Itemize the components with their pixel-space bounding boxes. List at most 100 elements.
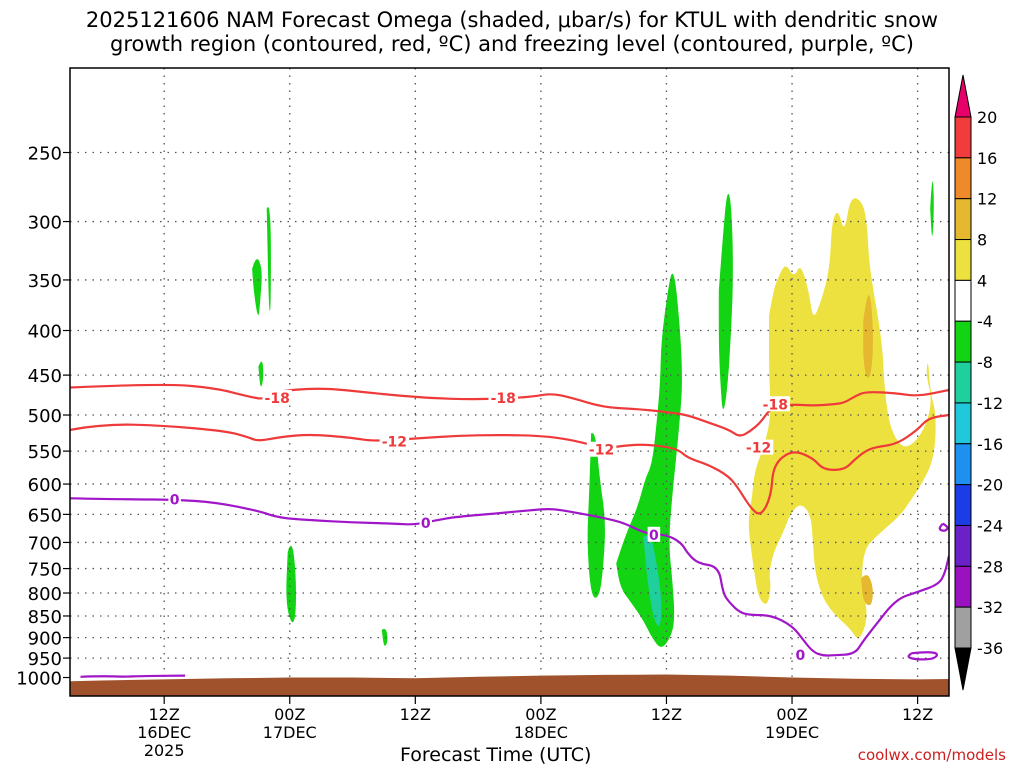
colorbar-swatch-3	[954, 239, 972, 281]
contour-label-bg-1-1	[586, 441, 617, 457]
omega-field-0-5	[587, 433, 605, 598]
omega-field-0-4	[381, 628, 388, 646]
contour-label-bg-1-0	[379, 433, 410, 449]
site-credit: coolwx.com/models	[857, 746, 1006, 764]
contour-label-2-0: 0	[170, 493, 180, 509]
contour-label-0-2: -18	[763, 397, 788, 413]
x-tick-label-0-1: 16DEC	[137, 723, 191, 742]
colorbar-swatch-4	[954, 279, 972, 322]
omega-field-3-1	[861, 575, 873, 606]
x-tick-label-0-0: 12Z	[149, 705, 180, 724]
contour-label-bg-0-1	[488, 389, 518, 405]
colorbar-swatch-0	[954, 116, 972, 159]
x-tick-label-3-1: 18DEC	[514, 723, 568, 742]
colorbar-label-8: -16	[977, 435, 1003, 454]
x-tick-label-5-1: 19DEC	[765, 723, 819, 742]
colorbar-swatch-8	[954, 443, 972, 486]
colorbar-label-6: -8	[977, 353, 993, 372]
contour-label-bg-1-2	[743, 439, 774, 455]
omega-field-0-3	[286, 545, 296, 623]
contour-line-3	[907, 651, 939, 661]
colorbar-swatch-10	[954, 524, 972, 567]
colorbar-swatch-6	[954, 361, 972, 404]
contour-label-bg-2-3	[794, 646, 807, 662]
colorbar-swatch-11	[954, 565, 972, 608]
y-tick-label-950: 950	[28, 649, 62, 670]
omega-field-0-2	[258, 361, 264, 387]
x-tick-label-1-1: 17DEC	[263, 723, 317, 742]
contour-line-4	[938, 522, 949, 532]
colorbar-label-1: 16	[977, 149, 997, 168]
x-tick-label-1-0: 00Z	[274, 705, 305, 724]
omega-field-3-0	[863, 295, 873, 378]
x-tick-label-2-0: 12Z	[400, 705, 431, 724]
contour-label-bg-2-1	[419, 515, 433, 531]
y-tick-label-900: 900	[28, 629, 62, 650]
colorbar-label-13: -36	[977, 639, 1003, 658]
colorbar-swatch-2	[954, 198, 972, 241]
contour-label-bg-0-2	[760, 396, 791, 412]
x-tick-label-5-0: 00Z	[776, 705, 807, 724]
omega-field-0-7	[718, 193, 733, 410]
contour-label-bg-2-0	[168, 491, 181, 507]
contour-label-2-2: 0	[649, 528, 659, 544]
colorbar-swatch-7	[954, 402, 972, 445]
contour-label-2-1: 0	[421, 516, 431, 532]
terrain-ground	[70, 674, 949, 696]
colorbar-label-10: -24	[977, 516, 1003, 535]
colorbar-label-4: 4	[977, 271, 987, 290]
y-tick-label-500: 500	[28, 406, 62, 427]
omega-field-0-0	[252, 259, 262, 316]
omega-field-0-1	[266, 207, 271, 312]
colorbar-label-2: 12	[977, 190, 997, 209]
plot-frame	[69, 67, 950, 697]
colorbar-label-0: 20	[977, 108, 997, 127]
chart-title-line1: 2025121606 NAM Forecast Omega (shaded, μ…	[85, 8, 939, 32]
contour-label-0-1: -18	[491, 391, 516, 407]
x-tick-label-0-2: 2025	[144, 741, 185, 760]
omega-field-0-6	[616, 273, 682, 647]
x-tick-label-6-0: 12Z	[902, 705, 933, 724]
y-tick-label-800: 800	[28, 584, 62, 605]
y-tick-label-700: 700	[28, 533, 62, 554]
contour-line-5	[80, 674, 186, 678]
contour-line-1	[70, 413, 949, 515]
chart-title-line2: growth region (contoured, red, ºC) and f…	[110, 32, 914, 56]
contour-label-1-1: -12	[589, 443, 614, 459]
colorbar-swatch-5	[954, 320, 972, 363]
y-tick-label-450: 450	[28, 366, 62, 387]
contour-label-bg-2-2	[647, 526, 661, 542]
y-tick-label-550: 550	[28, 442, 62, 463]
omega-field-2-0	[748, 198, 936, 638]
colorbar-label-7: -12	[977, 394, 1003, 413]
y-tick-label-600: 600	[28, 475, 62, 496]
y-tick-label-650: 650	[28, 505, 62, 526]
x-tick-label-4-0: 12Z	[651, 705, 682, 724]
y-tick-label-1000: 1000	[16, 669, 62, 690]
x-tick-label-3-0: 00Z	[525, 705, 556, 724]
colorbar-bottom-arrow	[954, 647, 972, 691]
colorbar-label-11: -28	[977, 557, 1003, 576]
colorbar-label-12: -32	[977, 598, 1003, 617]
omega-field-0-8	[930, 181, 934, 236]
y-tick-label-400: 400	[28, 322, 62, 343]
x-axis-title: Forecast Time (UTC)	[400, 744, 592, 766]
colorbar-top-arrow	[954, 74, 972, 118]
y-tick-label-250: 250	[28, 144, 62, 165]
colorbar-label-5: -4	[977, 312, 993, 331]
colorbar-label-3: 8	[977, 231, 987, 250]
colorbar-swatch-9	[954, 484, 972, 526]
omega-field-1-0	[643, 535, 662, 626]
contour-label-1-2: -12	[746, 441, 771, 457]
y-tick-label-850: 850	[28, 607, 62, 628]
colorbar-label-9: -20	[977, 476, 1003, 495]
contour-label-2-3: 0	[796, 648, 806, 664]
colorbar-swatch-1	[954, 157, 972, 200]
colorbar-swatch-12	[954, 606, 972, 649]
y-tick-label-350: 350	[28, 271, 62, 292]
contour-line-2	[70, 497, 949, 657]
contour-label-bg-0-0	[262, 389, 292, 405]
y-tick-label-300: 300	[28, 213, 62, 234]
contour-label-0-0: -18	[265, 391, 290, 407]
